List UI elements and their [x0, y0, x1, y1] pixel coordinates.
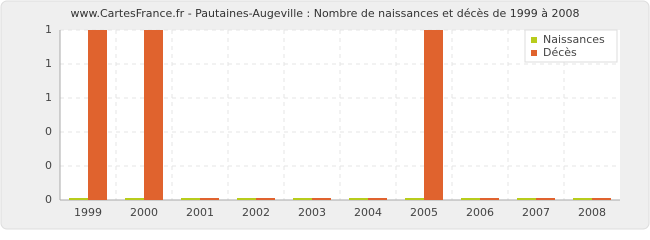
y-tick-label: 1 [45, 23, 52, 36]
x-tick-label: 2001 [186, 206, 214, 219]
x-tick-label: 2007 [522, 206, 550, 219]
x-tick-label: 1999 [74, 206, 102, 219]
bar [405, 198, 424, 200]
x-tick-label: 2002 [242, 206, 270, 219]
legend-label: Naissances [543, 33, 605, 46]
bar [461, 198, 480, 200]
bar [573, 198, 592, 200]
y-tick-label: 0 [45, 125, 52, 138]
bar [293, 198, 312, 200]
bar [125, 198, 144, 200]
legend-box [524, 29, 618, 63]
x-tick-label: 2003 [298, 206, 326, 219]
y-tick-label: 0 [45, 193, 52, 206]
bar [480, 198, 499, 200]
bar [424, 30, 443, 200]
chart-title: www.CartesFrance.fr - Pautaines-Augevill… [71, 7, 580, 20]
legend-swatch [531, 37, 537, 43]
bar [517, 198, 536, 200]
bar [536, 198, 555, 200]
page: www.CartesFrance.fr - Pautaines-Augevill… [0, 0, 650, 230]
bar [349, 198, 368, 200]
chart: www.CartesFrance.fr - Pautaines-Augevill… [0, 0, 650, 230]
bar [256, 198, 275, 200]
bar [69, 198, 88, 200]
legend-swatch [531, 50, 537, 56]
y-tick-label: 0 [45, 159, 52, 172]
bar [181, 198, 200, 200]
bar [237, 198, 256, 200]
x-tick-label: 2004 [354, 206, 382, 219]
legend-label: Décès [543, 46, 577, 59]
bar [88, 30, 107, 200]
bar [592, 198, 611, 200]
y-tick-label: 1 [45, 57, 52, 70]
bar [312, 198, 331, 200]
x-tick-label: 2000 [130, 206, 158, 219]
bar [144, 30, 163, 200]
x-tick-label: 2006 [466, 206, 494, 219]
bar [368, 198, 387, 200]
x-tick-label: 2008 [578, 206, 606, 219]
y-tick-label: 1 [45, 91, 52, 104]
x-tick-label: 2005 [410, 206, 438, 219]
bar [200, 198, 219, 200]
